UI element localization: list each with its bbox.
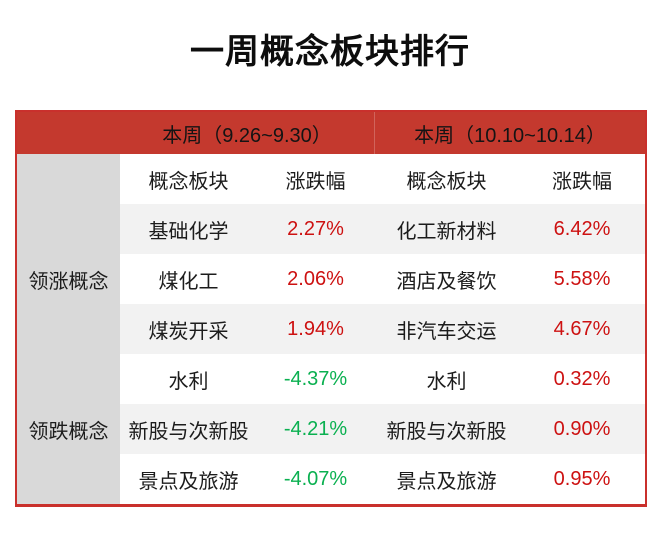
sector-name: 化工新材料 [374, 204, 519, 254]
change-value: 0.32% [519, 354, 645, 404]
group-label-losers: 领跌概念 [17, 354, 120, 504]
label-column-spacer [17, 154, 120, 204]
change-value: 5.58% [519, 254, 645, 304]
change-value: -4.21% [257, 404, 374, 454]
change-value: -4.37% [257, 354, 374, 404]
change-value: 1.94% [257, 304, 374, 354]
change-value: 0.95% [519, 454, 645, 504]
sector-name: 水利 [374, 354, 519, 404]
col-header-change-week2: 涨跌幅 [519, 154, 645, 204]
sector-name: 新股与次新股 [374, 404, 519, 454]
change-value: 2.27% [257, 204, 374, 254]
concept-rank-table: 本周（9.26~9.30） 本周（10.10~10.14） 领涨概念 领跌概念 … [15, 110, 647, 507]
sector-name: 新股与次新股 [120, 404, 257, 454]
change-value: 6.42% [519, 204, 645, 254]
col-header-sector-week1: 概念板块 [120, 154, 257, 204]
col-header-sector-week2: 概念板块 [374, 154, 519, 204]
change-value: -4.07% [257, 454, 374, 504]
group-label-gainers: 领涨概念 [17, 204, 120, 354]
change-value: 0.90% [519, 404, 645, 454]
sector-name: 煤化工 [120, 254, 257, 304]
sector-name: 水利 [120, 354, 257, 404]
change-value: 2.06% [257, 254, 374, 304]
header-band-spacer [17, 112, 120, 154]
sector-name: 酒店及餐饮 [374, 254, 519, 304]
sector-name: 基础化学 [120, 204, 257, 254]
week2-header: 本周（10.10~10.14） [374, 112, 645, 154]
sector-name: 景点及旅游 [120, 454, 257, 504]
sector-name: 煤炭开采 [120, 304, 257, 354]
sector-name: 非汽车交运 [374, 304, 519, 354]
col-header-change-week1: 涨跌幅 [257, 154, 374, 204]
week1-header: 本周（9.26~9.30） [120, 112, 374, 154]
page-title: 一周概念板块排行 [190, 33, 470, 71]
change-value: 4.67% [519, 304, 645, 354]
sector-name: 景点及旅游 [374, 454, 519, 504]
